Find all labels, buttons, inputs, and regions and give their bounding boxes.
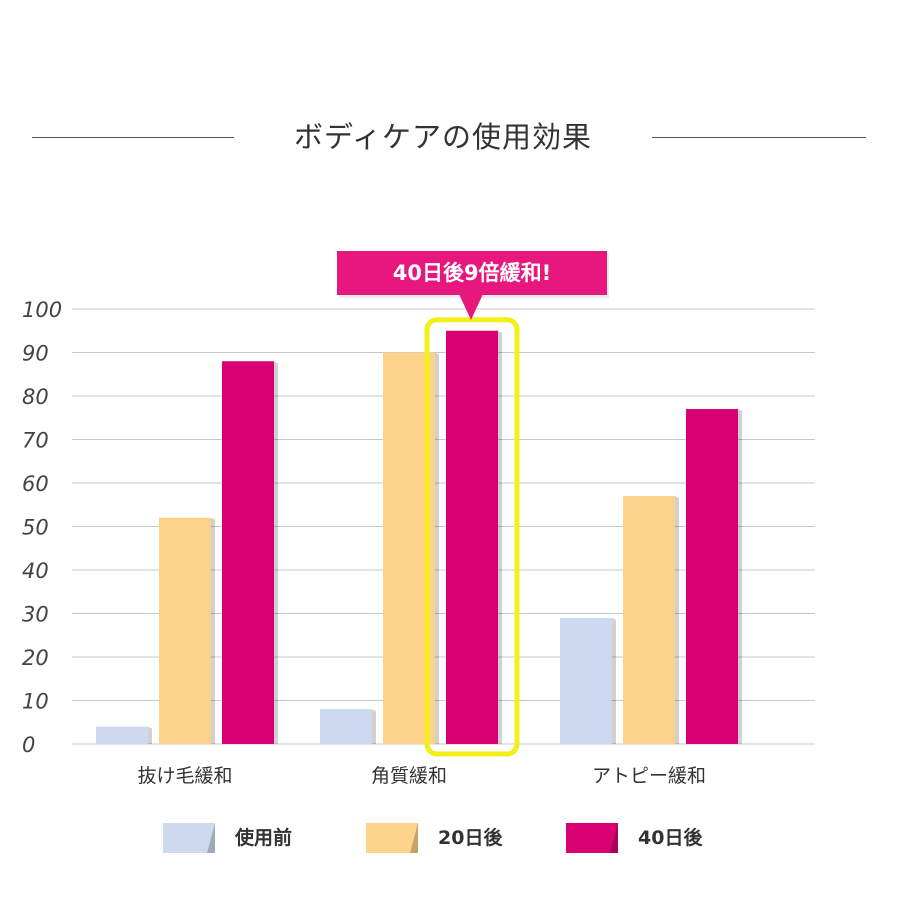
bar <box>96 726 152 744</box>
bar-shadow <box>612 617 616 744</box>
bar <box>383 352 439 744</box>
bar-fill <box>222 361 274 744</box>
bar <box>446 330 502 744</box>
x-category-label: アトピー緩和 <box>592 765 706 787</box>
bar-fill <box>320 709 372 744</box>
bar-fill <box>159 517 211 744</box>
y-tick-label: 80 <box>22 385 49 409</box>
bar-fill <box>96 726 148 744</box>
legend-item-before: 使用前 <box>163 820 333 856</box>
y-tick-label: 100 <box>22 298 62 322</box>
legend-item-40days: 40日後 <box>566 820 736 856</box>
legend-label-40days: 40日後 <box>638 827 703 849</box>
legend-swatch-40days <box>566 823 618 853</box>
title-divider-left <box>32 137 234 138</box>
bar-shadow <box>211 517 215 744</box>
bar <box>686 409 742 744</box>
x-category-label: 角質緩和 <box>371 765 447 787</box>
legend-label-before: 使用前 <box>235 827 293 849</box>
bar-shadow <box>372 709 376 744</box>
bar-fill <box>446 330 498 744</box>
y-tick-label: 20 <box>22 646 49 670</box>
bar <box>320 709 376 744</box>
y-tick-label: 60 <box>22 472 49 496</box>
y-tick-label: 90 <box>22 342 49 366</box>
y-tick-label: 50 <box>22 516 49 540</box>
bar-fill <box>623 496 675 744</box>
legend-swatch-before <box>163 823 215 853</box>
chart-title: ボディケアの使用効果 <box>294 120 592 154</box>
y-tick-label: 10 <box>22 690 49 714</box>
chart-title-area: ボディケアの使用効果 <box>0 112 900 162</box>
bar <box>159 517 215 744</box>
legend-label-20days: 20日後 <box>438 827 503 849</box>
legend-swatch-20days <box>366 823 418 853</box>
y-tick-label: 40 <box>22 559 49 583</box>
bar-shadow <box>498 330 502 744</box>
bar <box>222 361 278 744</box>
y-tick-label: 0 <box>22 733 35 757</box>
x-category-label: 抜け毛緩和 <box>137 765 232 787</box>
bar-fill <box>560 617 612 744</box>
callout-banner: 40日後9倍緩和! <box>337 251 607 295</box>
bar <box>623 496 679 744</box>
bar-shadow <box>274 361 278 744</box>
bar-shadow <box>738 409 742 744</box>
chart-legend: 使用前 20日後 40日後 <box>0 820 900 856</box>
bar-shadow <box>675 496 679 744</box>
title-divider-right <box>652 137 866 138</box>
y-tick-label: 30 <box>22 603 49 627</box>
bar-shadow <box>148 726 152 744</box>
bar-fill <box>686 409 738 744</box>
bar <box>560 617 616 744</box>
legend-item-20days: 20日後 <box>366 820 536 856</box>
y-tick-label: 70 <box>22 429 49 453</box>
bar-shadow <box>435 352 439 744</box>
callout-arrow <box>459 294 483 320</box>
